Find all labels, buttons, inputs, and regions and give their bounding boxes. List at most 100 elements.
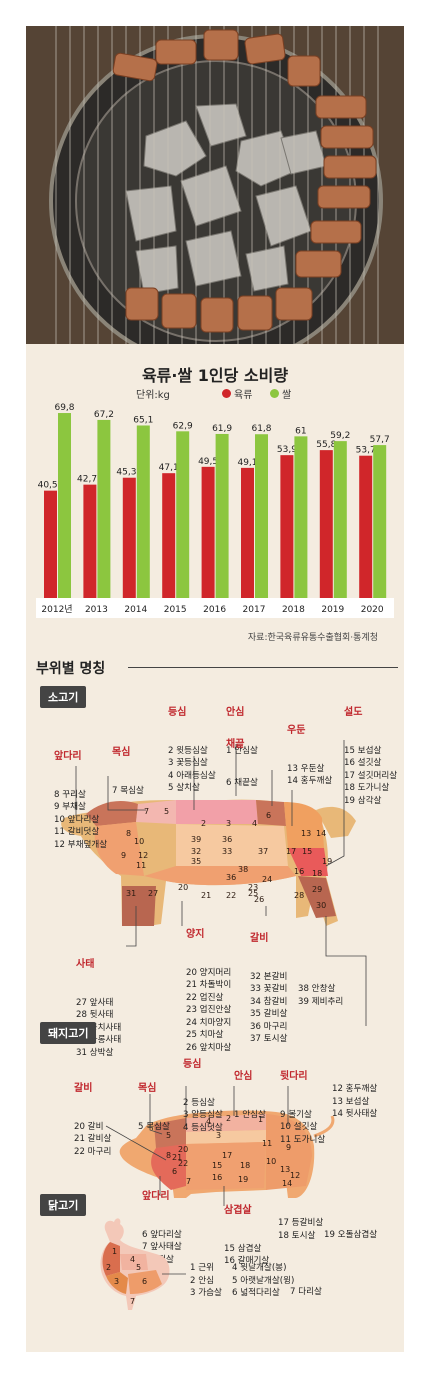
pork-group-items: 5 목심살 — [138, 1121, 170, 1132]
rice-value-label: 61,9 — [212, 424, 232, 434]
pork-region-belly — [186, 1142, 266, 1190]
svg-text:27: 27 — [148, 889, 158, 898]
svg-text:38: 38 — [238, 865, 248, 874]
svg-text:17: 17 — [286, 847, 296, 856]
svg-text:20: 20 — [178, 883, 188, 892]
svg-text:9: 9 — [286, 1143, 291, 1152]
pork-group-items: 17 등갈비살 18 토시살 — [278, 1218, 324, 1241]
beef-group-sirloin: 등심 2 윗등심살 3 꽃등심살 4 아래등심살 5 살치살 — [168, 682, 216, 820]
rice-value-label: 57,7 — [370, 435, 390, 445]
svg-text:22: 22 — [226, 891, 236, 900]
svg-text:31: 31 — [126, 889, 136, 898]
svg-text:6: 6 — [172, 1167, 177, 1176]
chicken-parts-col2: 4 윗날개살(봉) 5 아랫날개살(윙) 6 넓적다리살 — [232, 1263, 295, 1298]
svg-text:11: 11 — [136, 861, 146, 870]
beef-group-items: 15 보섭살 16 설깃살 17 설깃머리살 18 도가니살 19 삼각살 — [344, 745, 398, 806]
chicken-parts-col3: 7 다리살 — [290, 1287, 322, 1297]
pork-group-collar: 목심 5 목심살 — [138, 1058, 170, 1158]
beef-region-hindshank — [298, 876, 336, 918]
svg-text:2: 2 — [106, 1263, 111, 1272]
chart-unit-label: 단위:kg — [136, 390, 170, 401]
meat-bar — [359, 455, 373, 598]
svg-text:14: 14 — [316, 829, 326, 838]
svg-text:15: 15 — [212, 1161, 222, 1170]
chicken-part-numbers: 123 456 7 — [106, 1247, 147, 1306]
pork-group-items: 9 볼기살 10 설깃살 11 도가니살 — [280, 1109, 326, 1145]
pork-group-loin: 등심 2 등심살 3 알등심살 4 등심덧살 — [183, 1034, 223, 1159]
beef-region-rib — [176, 824, 288, 866]
pork-group-items: 12 홍두깨살 13 보섭살 14 뒷사태살 — [332, 1084, 378, 1119]
meat-bar — [162, 473, 176, 598]
meat-bar — [44, 490, 57, 598]
beef-group-items: 13 우둔살 14 홍두깨살 — [287, 763, 333, 787]
pork-group-title: 뒷다리 — [280, 1071, 308, 1082]
x-tick-label: 2016 — [203, 605, 226, 615]
svg-text:6: 6 — [266, 811, 271, 820]
svg-text:22: 22 — [178, 1159, 188, 1168]
beef-group-items: 20 양지머리 21 차돌박이 22 업진살 23 업진안살 24 치마양지 2… — [186, 967, 232, 1053]
rice-value-label: 65,1 — [133, 415, 153, 425]
beef-group-rib: 갈비 32 본갈비 33 꽃갈비 34 참갈비 35 갈비살 36 마구리 37… — [250, 908, 287, 1071]
rice-bar — [333, 441, 347, 598]
section-title-rule — [128, 667, 398, 668]
pork-group-title: 등심 — [183, 1059, 202, 1070]
pork-leader-lines — [105, 1086, 289, 1206]
svg-text:6: 6 — [142, 1277, 147, 1286]
svg-text:21: 21 — [201, 891, 211, 900]
beef-group-items: 2 윗등심살 3 꽃등심살 4 아래등심살 5 살치살 — [168, 745, 216, 794]
svg-text:26: 26 — [254, 895, 264, 904]
rice-bar — [294, 436, 308, 598]
meat-value-label: 47,1 — [159, 463, 179, 473]
x-tick-label: 2017 — [243, 605, 266, 615]
pork-group-tenderloin: 안심 1 안심살 — [234, 1046, 266, 1146]
beef-group-round: 우둔 13 우둔살 14 홍두깨살 — [287, 700, 332, 813]
svg-text:18: 18 — [312, 869, 322, 878]
beef-group-title: 등심 — [168, 707, 187, 718]
rice-value-label: 61,8 — [251, 424, 271, 434]
svg-text:9: 9 — [121, 851, 126, 860]
rice-bar — [176, 431, 190, 598]
svg-text:7: 7 — [186, 1177, 191, 1186]
svg-text:4: 4 — [252, 819, 257, 828]
rice-bar — [255, 434, 268, 598]
rice-value-label: 69,8 — [54, 403, 74, 413]
beef-group-title: 앞다리 — [54, 751, 82, 762]
svg-text:2: 2 — [201, 819, 206, 828]
pork-group-title: 갈비 — [74, 1083, 93, 1094]
beef-group-tenderloin: 안심 1 안심살 — [226, 682, 258, 782]
meat-value-label: 55,8 — [316, 440, 336, 450]
svg-text:36: 36 — [226, 873, 236, 882]
legend-rice-label: 쌀 — [282, 390, 292, 401]
svg-text:20: 20 — [178, 1145, 188, 1154]
svg-text:12: 12 — [138, 851, 148, 860]
svg-text:13: 13 — [301, 829, 311, 838]
svg-text:7: 7 — [130, 1297, 135, 1306]
svg-text:8: 8 — [126, 829, 131, 838]
svg-text:35: 35 — [191, 857, 201, 866]
meat-value-label: 45,39 — [116, 468, 142, 478]
svg-text:21: 21 — [172, 1153, 182, 1162]
beef-region-shoulder — [136, 800, 176, 824]
svg-text:23: 23 — [248, 883, 258, 892]
beef-group-items: 7 목심살 — [112, 785, 144, 796]
x-tick-label: 2019 — [321, 605, 344, 615]
pork-tail — [313, 1115, 335, 1138]
legend-meat-swatch — [222, 389, 231, 398]
svg-text:32: 32 — [191, 847, 201, 856]
svg-text:5: 5 — [164, 807, 169, 816]
svg-text:11: 11 — [262, 1139, 272, 1148]
svg-text:36: 36 — [222, 835, 232, 844]
rice-value-label: 59,2 — [330, 431, 350, 441]
svg-text:5: 5 — [136, 1263, 141, 1272]
pork-group-items: 1 안심살 — [234, 1109, 266, 1120]
rice-bar — [373, 445, 387, 598]
beef-group-items: 32 본갈비 33 꽃갈비 34 참갈비 35 갈비살 36 마구리 37 토시… — [250, 971, 288, 1045]
beef-group-bottom-round: 설도 15 보섭살 16 설깃살 17 설깃머리살 18 도가니살 19 삼각살 — [344, 682, 397, 832]
beef-group-foreleg: 앞다리 8 꾸리살 9 부채살 10 앞다리살 11 갈비덧살 12 부채덮개살 — [54, 726, 107, 876]
chart-title: 육류·쌀 1인당 소비량 — [141, 366, 289, 385]
pork-badge: 돼지고기 — [40, 1022, 97, 1044]
svg-text:1: 1 — [258, 1115, 263, 1124]
